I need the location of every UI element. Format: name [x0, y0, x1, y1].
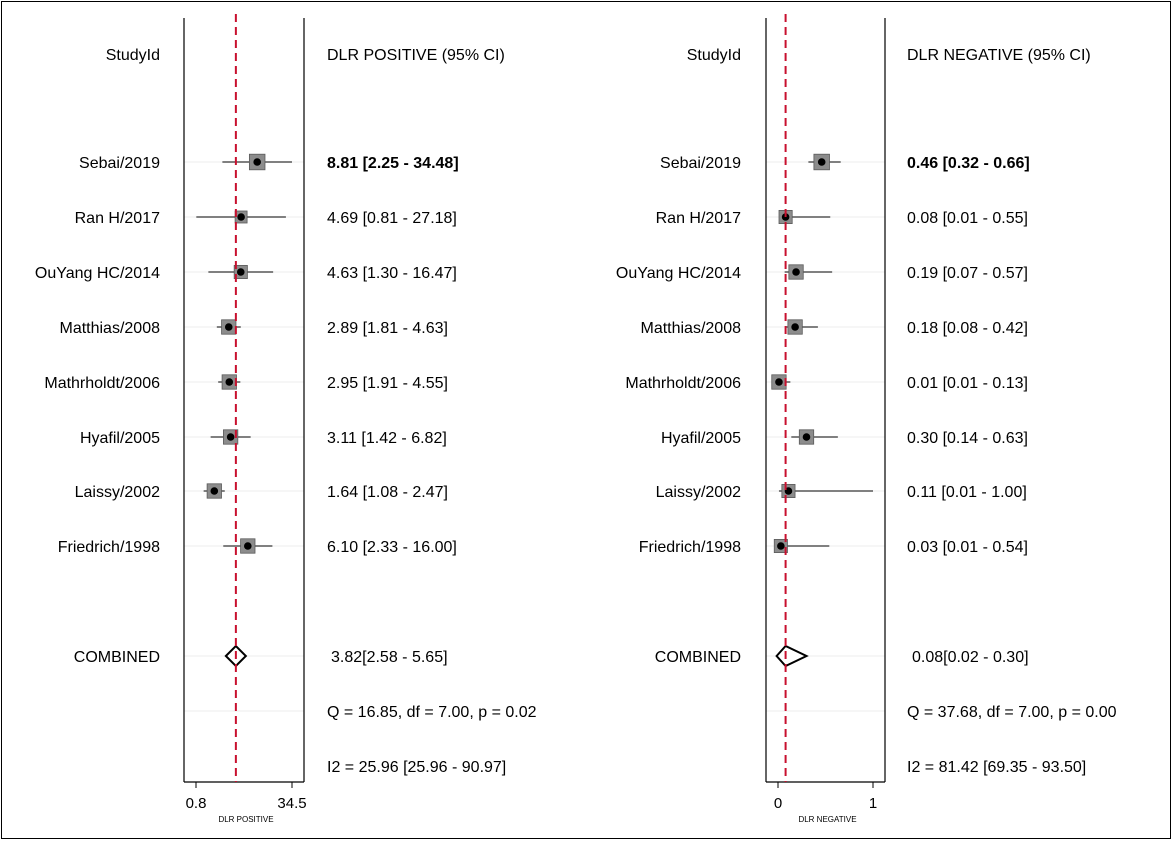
- study-point-estimate: [777, 542, 785, 550]
- study-name-label: Laissy/2002: [656, 484, 741, 501]
- study-ci-label: 0.11 [0.01 - 1.00]: [907, 484, 1027, 501]
- study-name-label: Matthias/2008: [59, 320, 160, 337]
- i2-label: I2 = 81.42 [69.35 - 93.50]: [907, 759, 1086, 776]
- study-point-estimate: [224, 323, 233, 331]
- study-point-estimate: [253, 158, 261, 166]
- study-ci-label: 2.89 [1.81 - 4.63]: [327, 320, 448, 337]
- x-tick-label: 0.8: [186, 795, 207, 812]
- study-ci-label: 0.08 [0.01 - 0.55]: [907, 210, 1028, 227]
- study-name-label: Laissy/2002: [75, 484, 160, 501]
- combined-name-label: COMBINED: [655, 649, 741, 666]
- study-name-label: Mathrholdt/2006: [44, 375, 160, 392]
- study-point-estimate: [775, 378, 783, 386]
- study-point-estimate: [210, 487, 219, 495]
- study-ci-label: 0.19 [0.07 - 0.57]: [907, 265, 1028, 282]
- study-name-label: OuYang HC/2014: [616, 265, 741, 282]
- study-point-estimate: [802, 433, 811, 441]
- heterogeneity-label: Q = 16.85, df = 7.00, p = 0.02: [327, 704, 537, 721]
- study-name-label: Friedrich/1998: [639, 539, 741, 556]
- study-ci-label: 8.81 [2.25 - 34.48]: [327, 155, 459, 172]
- combined-diamond: [775, 644, 809, 668]
- study-name-label: Hyafil/2005: [80, 430, 160, 447]
- combined-name-label: COMBINED: [74, 649, 160, 666]
- x-tick-label: 34.5: [277, 795, 306, 812]
- study-name-label: Sebai/2019: [79, 155, 160, 172]
- study-name-label: Matthias/2008: [640, 320, 741, 337]
- study-name-label: Sebai/2019: [660, 155, 741, 172]
- study-ci-label: 0.18 [0.08 - 0.42]: [907, 320, 1028, 337]
- study-name-label: OuYang HC/2014: [35, 265, 160, 282]
- study-point-estimate: [226, 433, 235, 441]
- study-name-label: Hyafil/2005: [661, 430, 741, 447]
- study-point-estimate: [237, 213, 245, 221]
- study-ci-label: 1.64 [1.08 - 2.47]: [327, 484, 448, 501]
- x-axis-title: DLR NEGATIVE: [798, 815, 856, 824]
- study-ci-label: 0.30 [0.14 - 0.63]: [907, 430, 1028, 447]
- study-ci-label: 4.69 [0.81 - 27.18]: [327, 210, 457, 227]
- study-ci-label: 6.10 [2.33 - 16.00]: [327, 539, 457, 556]
- study-name-label: Ran H/2017: [656, 210, 741, 227]
- x-tick-label: 0: [774, 795, 782, 812]
- study-point-estimate: [244, 542, 252, 550]
- study-ci-label: 2.95 [1.91 - 4.55]: [327, 375, 448, 392]
- study-id-header: StudyId: [106, 47, 160, 64]
- combined-ci-label: 0.08[0.02 - 0.30]: [912, 649, 1029, 666]
- study-ci-label: 4.63 [1.30 - 16.47]: [327, 265, 457, 282]
- i2-label: I2 = 25.96 [25.96 - 90.97]: [327, 759, 506, 776]
- study-name-label: Ran H/2017: [75, 210, 160, 227]
- x-tick-label: 1: [869, 795, 877, 812]
- ci-header: DLR POSITIVE (95% CI): [327, 47, 505, 64]
- ci-header: DLR NEGATIVE (95% CI): [907, 47, 1091, 64]
- study-point-estimate: [791, 323, 799, 331]
- x-axis-title: DLR POSITIVE: [218, 815, 273, 824]
- study-ci-label: 0.46 [0.32 - 0.66]: [907, 155, 1030, 172]
- combined-ci-label: 3.82[2.58 - 5.65]: [331, 649, 448, 666]
- study-point-estimate: [817, 158, 826, 166]
- study-point-estimate: [236, 268, 245, 276]
- study-point-estimate: [225, 378, 234, 386]
- study-ci-label: 3.11 [1.42 - 6.82]: [327, 430, 447, 447]
- study-name-label: Mathrholdt/2006: [625, 375, 741, 392]
- study-ci-label: 0.01 [0.01 - 0.13]: [907, 375, 1028, 392]
- study-id-header: StudyId: [687, 47, 741, 64]
- study-point-estimate: [792, 268, 800, 276]
- study-name-label: Friedrich/1998: [58, 539, 160, 556]
- heterogeneity-label: Q = 37.68, df = 7.00, p = 0.00: [907, 704, 1117, 721]
- study-ci-label: 0.03 [0.01 - 0.54]: [907, 539, 1028, 556]
